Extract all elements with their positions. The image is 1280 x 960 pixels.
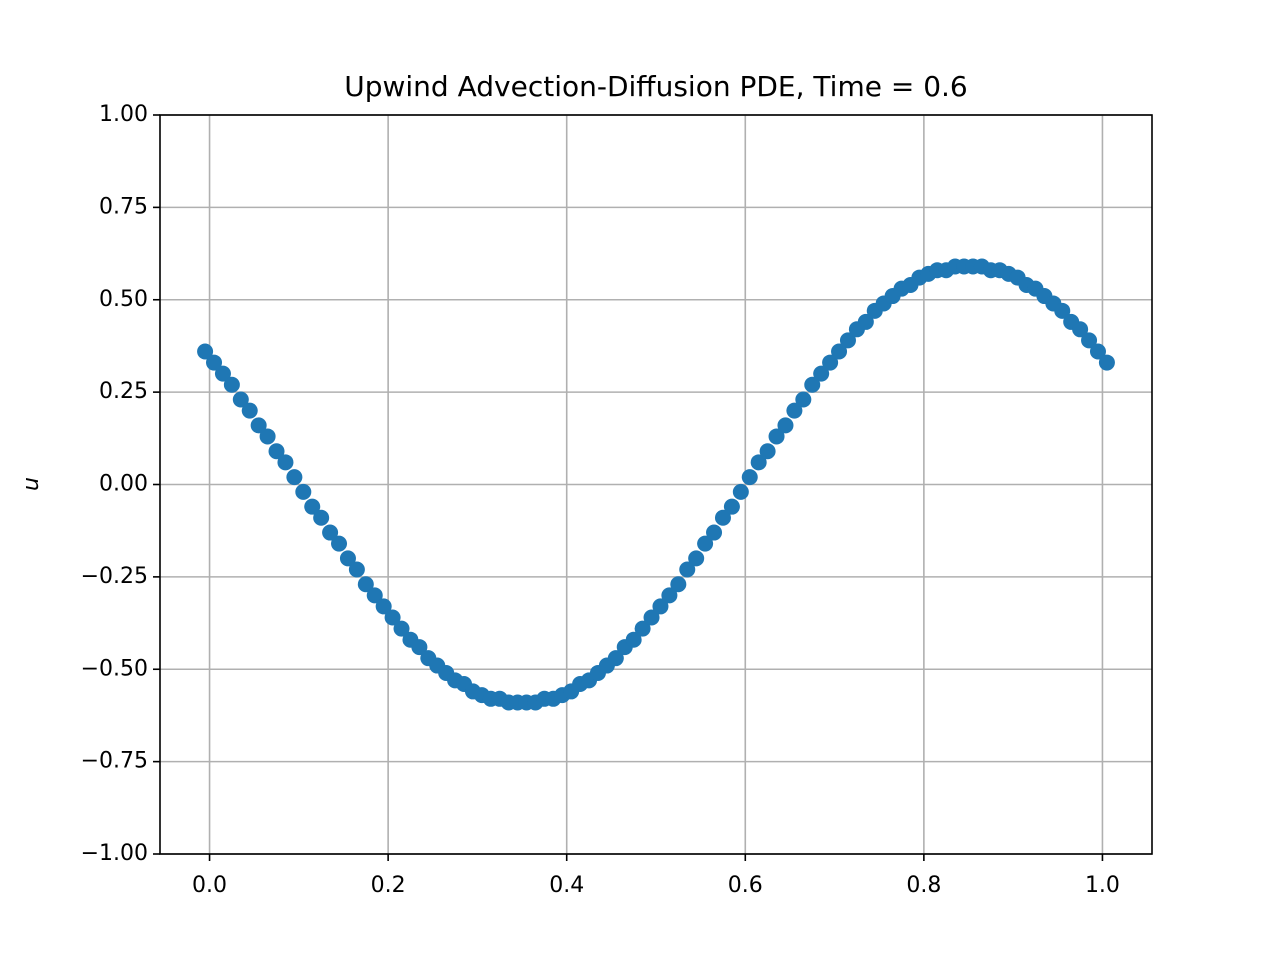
point [393,620,410,637]
point [813,365,830,382]
x-tick-label: 0.8 [906,873,941,898]
point [295,483,312,500]
x-tick-label: 0.4 [549,873,584,898]
y-tick-label: −0.50 [81,656,148,681]
point [661,587,678,604]
y-tick-label: −0.75 [81,749,148,774]
grid [160,114,1152,855]
point [206,354,223,371]
point [1081,332,1098,349]
y-axis-label: u [19,477,44,491]
y-tick-label: 0.50 [99,287,148,312]
point [286,469,303,486]
point [670,576,687,593]
point [322,524,339,541]
plot-frame [159,114,1153,855]
point [759,443,776,460]
point [607,650,624,667]
point [277,454,294,471]
point [366,587,383,604]
marks [197,258,1115,711]
x-tick-label: 1.0 [1085,873,1120,898]
point [777,417,794,434]
point [768,428,785,445]
point [348,561,365,578]
point [214,365,231,382]
point [268,443,285,460]
x-tick-label: 0.0 [192,873,227,898]
point [313,509,330,526]
point [822,354,839,371]
point [795,391,812,408]
point [634,620,651,637]
point [839,332,856,349]
point [714,509,731,526]
y-tick-label: 0.75 [99,194,148,219]
point [411,639,428,656]
point [652,598,669,615]
point [831,343,848,360]
point [625,631,642,648]
y-tick-label: −0.25 [81,564,148,589]
y-tick-label: −1.00 [81,841,148,866]
point [688,550,705,567]
point [384,609,401,626]
point [331,535,348,552]
point [357,576,374,593]
point [723,498,740,515]
point [1098,354,1115,371]
point [804,376,821,393]
point [1054,302,1071,319]
point [241,402,258,419]
point [706,524,723,541]
x-tick-label: 0.2 [371,873,406,898]
point [250,417,267,434]
point [375,598,392,615]
point [741,469,758,486]
point [857,313,874,330]
point [1072,321,1089,338]
y-tick-label: 0.25 [99,379,148,404]
point [1089,343,1106,360]
point [232,391,249,408]
point [679,561,696,578]
point [643,609,660,626]
point [339,550,356,567]
chart-title: Upwind Advection-Diffusion PDE, Time = 0… [344,70,968,103]
point [750,454,767,471]
y-tick-label: 0.00 [99,472,148,497]
point [304,498,321,515]
point [223,376,240,393]
y-tick-label: 1.00 [99,102,148,127]
point [197,343,214,360]
point [786,402,803,419]
point [697,535,714,552]
axes: −1.00−0.75−0.50−0.250.000.250.500.751.00… [81,102,1153,898]
x-tick-label: 0.6 [728,873,763,898]
point [732,483,749,500]
point [259,428,276,445]
